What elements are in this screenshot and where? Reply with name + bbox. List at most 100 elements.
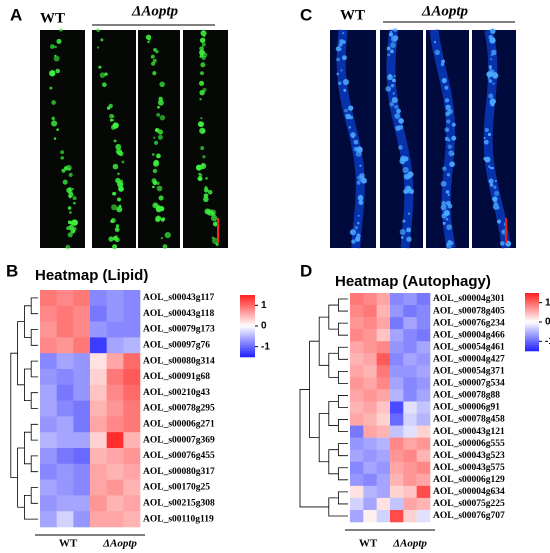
heat-cell	[350, 509, 364, 523]
vesicle	[151, 61, 156, 66]
heat-cell	[390, 473, 404, 487]
row-label: AOL_s00078g405	[433, 306, 505, 316]
vesicle	[67, 206, 72, 210]
vesicle	[442, 166, 447, 171]
vesicle	[114, 227, 120, 232]
vesicle	[445, 200, 451, 206]
colorbar-step	[240, 315, 255, 319]
heat-cell	[56, 511, 74, 528]
colorbar-step	[525, 300, 539, 303]
vesicle	[200, 30, 207, 37]
vesicle	[200, 62, 206, 68]
vesicle	[348, 105, 354, 111]
heat-cell	[416, 437, 431, 450]
heat-cell	[90, 337, 107, 354]
heat-cell	[73, 511, 91, 528]
row-label: AOL_s00054g461	[433, 342, 505, 352]
vesicle	[342, 32, 345, 35]
colorbar-step	[525, 333, 539, 336]
vesicle	[342, 79, 349, 86]
vesicle	[159, 114, 166, 121]
heat-cell	[390, 305, 404, 318]
vesicle	[109, 113, 114, 119]
heat-cell	[363, 473, 377, 487]
vesicle	[106, 106, 111, 110]
heat-cell	[403, 449, 417, 463]
heat-cell	[390, 413, 404, 426]
vesicle	[351, 239, 356, 244]
heat-cell	[416, 473, 431, 487]
vesicle	[152, 168, 158, 174]
vesicle	[162, 217, 166, 221]
vesicle	[109, 118, 113, 122]
heat-cell	[403, 389, 417, 402]
heat-cell	[73, 463, 91, 480]
vesicle	[390, 49, 394, 54]
heat-cell	[363, 389, 377, 402]
vesicle	[157, 105, 160, 109]
row-label: AOL_s00043g118	[143, 309, 215, 319]
heat-cell	[403, 341, 417, 354]
colorbar-step	[240, 344, 255, 347]
heat-cell	[56, 416, 74, 433]
vesicle	[62, 179, 68, 185]
colorbar-step	[525, 306, 539, 309]
vesicle	[398, 145, 403, 150]
row-label: AOL_s00091g68	[143, 372, 210, 382]
row-label: AOL_s00097g76	[143, 340, 210, 350]
heat-cell	[106, 321, 124, 338]
vesicle	[212, 237, 219, 245]
vesicle	[359, 172, 365, 179]
vesicle	[491, 49, 497, 56]
vesicle	[211, 236, 215, 240]
heat-cell	[390, 497, 404, 511]
colorbar-step	[240, 323, 255, 327]
vesicle	[489, 183, 494, 187]
vesicle	[406, 227, 411, 233]
vesicle	[201, 163, 205, 167]
row-label: AOL_s00043g117	[143, 293, 215, 303]
vesicle	[336, 72, 340, 76]
vesicle	[445, 104, 451, 111]
vesicle	[341, 55, 347, 61]
row-label: AOL_s00079g173	[143, 325, 215, 335]
colorbar-label: 0	[261, 321, 267, 332]
heat-cell	[90, 448, 107, 465]
colorbar-step	[525, 314, 539, 317]
vesicle	[61, 168, 66, 173]
vesicle	[60, 150, 65, 155]
heat-cell	[106, 384, 124, 401]
vesicle	[440, 62, 445, 67]
heat-cell	[350, 317, 364, 330]
vesicle	[356, 146, 363, 153]
vesicle	[338, 42, 343, 47]
heat-cell	[390, 485, 404, 499]
vesicle	[59, 28, 63, 32]
heat-cell	[376, 509, 391, 523]
colorbar-step	[525, 322, 539, 325]
heat-cell	[106, 448, 124, 465]
vesicle	[153, 159, 159, 166]
heat-cell	[56, 400, 74, 417]
vesicle	[356, 180, 361, 185]
vesicle	[357, 214, 360, 217]
vesicle	[199, 54, 204, 58]
vesicle	[201, 42, 206, 47]
vesicle	[392, 78, 396, 83]
vesicle	[53, 55, 60, 62]
vesicle	[356, 233, 361, 239]
row-label: AOL_s00006g91	[433, 403, 500, 413]
colorbar-step	[240, 321, 255, 325]
vesicle	[484, 127, 489, 133]
vesicle	[156, 153, 161, 159]
colorbar-step	[240, 305, 255, 308]
colorbar-step	[240, 328, 255, 331]
vesicle	[110, 219, 114, 223]
heat-cell	[376, 425, 391, 438]
heat-cell	[390, 401, 404, 414]
colorbar-label: 1	[261, 300, 267, 311]
vesicle	[444, 85, 449, 90]
heat-cell	[363, 437, 377, 450]
heat-cell	[40, 400, 57, 417]
